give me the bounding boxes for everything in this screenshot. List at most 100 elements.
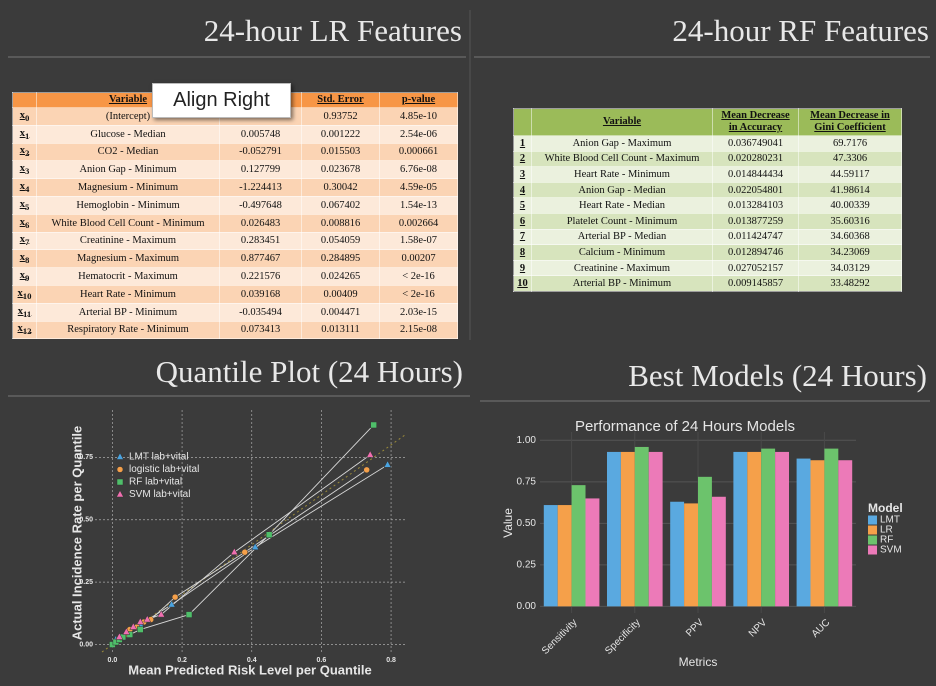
y-tick-label: 0.25: [517, 559, 537, 570]
std-error-cell: 0.015503: [301, 142, 380, 162]
x-axis-label: Metrics: [679, 655, 718, 669]
variable-cell: Respiratory Rate - Minimum: [36, 320, 220, 340]
p-value-cell: 4.59e-05: [379, 178, 458, 197]
bar: [810, 460, 825, 607]
point: [136, 617, 145, 625]
subscript: 9: [24, 273, 30, 284]
p-value-cell: 0.00207: [379, 249, 458, 269]
point: [143, 615, 152, 623]
symbol: x: [17, 287, 23, 299]
point: [129, 622, 138, 630]
bar: [571, 485, 586, 607]
chart-title: Performance of 24 Hours Models: [575, 418, 795, 435]
bar: [711, 496, 726, 607]
p-value-cell: 1.54e-13: [379, 195, 458, 215]
row-label: x7: [12, 231, 37, 251]
row-label: x1: [12, 124, 37, 144]
variable-cell: Arterial BP - Minimum: [531, 275, 713, 292]
y-tick-label: 0.00: [79, 641, 93, 648]
legend-swatch: [868, 545, 877, 555]
point: [366, 450, 375, 458]
symbol: x: [19, 234, 25, 246]
row-rank: 7: [513, 228, 532, 246]
accuracy-cell: 0.036749041: [712, 135, 799, 152]
bar: [733, 451, 748, 607]
table-row: 10 Arterial BP - Minimum 0.009145857 33.482…: [513, 275, 902, 292]
table-row: 6 Platelet Count - Minimum 0.013877259 35.6…: [513, 212, 902, 230]
x-tick-label: 0.8: [386, 657, 396, 664]
subscript: 12: [22, 326, 32, 337]
estimate-cell: 0.073413: [219, 320, 302, 340]
x-tick-label: 0.6: [317, 657, 327, 664]
estimate-cell: -0.052791: [219, 142, 302, 162]
row-rank: 3: [513, 166, 532, 183]
bar: [670, 501, 685, 607]
table-row: x2 CO2 - Median -0.052791 0.015503 0.000661: [12, 142, 458, 162]
point: [171, 593, 179, 601]
subscript: 3: [24, 166, 30, 177]
variable-cell: Platelet Count - Minimum: [531, 212, 713, 230]
y-axis-label: Value: [501, 508, 515, 538]
legend-swatch: [868, 525, 877, 535]
subscript: 2: [24, 148, 30, 159]
row-rank: 2: [513, 150, 532, 168]
x-tick-label: Sensitivity: [540, 617, 580, 657]
p-value-cell: 1.58e-07: [379, 231, 458, 251]
symbol: x: [17, 323, 23, 335]
table-row: x5 Hemoglobin - Minimum -0.497648 0.067402 1…: [12, 195, 458, 215]
accuracy-cell: 0.020280231: [712, 150, 799, 168]
subscript: 10: [22, 290, 32, 301]
table-row: 1 Anion Gap - Maximum 0.036749041 69.7176: [513, 135, 902, 152]
header-cell: Std. Error: [301, 92, 380, 108]
row-label: x4: [12, 178, 37, 197]
table-row: x7 Creatinine - Maximum 0.283451 0.054059 1.…: [12, 231, 458, 251]
subscript: 6: [24, 219, 30, 230]
p-value-cell: 2.15e-08: [379, 320, 458, 340]
variable-cell: White Blood Cell Count - Minimum: [36, 213, 220, 233]
std-error-cell: 0.00409: [301, 284, 380, 304]
p-value-cell: 4.85e-10: [379, 107, 458, 126]
header-cell: p-value: [379, 92, 458, 108]
accuracy-cell: 0.013284103: [712, 197, 799, 214]
variable-cell: Creatinine - Maximum: [531, 259, 713, 277]
y-tick-label: 0.50: [79, 517, 93, 524]
header-cell: Variable: [531, 108, 713, 136]
row-rank: 1: [513, 135, 532, 152]
estimate-cell: 0.039168: [219, 284, 302, 304]
symbol: x: [19, 216, 25, 228]
subscript: 8: [24, 255, 30, 266]
x-tick-label: 0.0: [108, 657, 118, 664]
std-error-cell: 0.004471: [301, 302, 380, 322]
row-rank: 4: [513, 181, 532, 199]
legend-swatch: [868, 535, 877, 545]
row-label: x12: [12, 320, 37, 340]
x-tick-label: AUC: [810, 617, 833, 640]
std-error-cell: 0.284895: [301, 249, 380, 269]
gini-cell: 34.03129: [798, 259, 902, 277]
table-row: x4 Magnesium - Minimum -1.224413 0.30042 4.5…: [12, 178, 458, 197]
std-error-cell: 0.001222: [301, 124, 380, 144]
reference-line: [101, 434, 406, 653]
table-row: 3 Heart Rate - Minimum 0.014844434 44.59117: [513, 166, 902, 183]
symbol: x: [19, 198, 25, 210]
variable-cell: Arterial BP - Minimum: [36, 302, 220, 322]
row-label: x5: [12, 195, 37, 215]
accuracy-cell: 0.027052157: [712, 259, 799, 277]
y-tick-label: 0.25: [79, 579, 93, 586]
header-cell: [12, 92, 37, 108]
table-row: x12 Respiratory Rate - Minimum 0.073413 0.0…: [12, 320, 458, 340]
legend-title: Model: [868, 501, 903, 515]
symbol: x: [19, 109, 25, 121]
row-rank: 10: [513, 275, 532, 292]
row-label: x6: [12, 213, 37, 233]
legend-swatch: [868, 515, 877, 525]
table-row: 2 White Blood Cell Count - Maximum 0.02028…: [513, 150, 902, 168]
gini-cell: 34.23069: [798, 244, 902, 261]
std-error-cell: 0.023678: [301, 160, 380, 180]
variable-cell: Arterial BP - Median: [531, 228, 713, 246]
p-value-cell: < 2e-16: [379, 267, 458, 286]
y-tick-label: 0.50: [517, 518, 537, 529]
legend-label: LMT: [880, 515, 900, 526]
p-value-cell: 2.03e-15: [379, 302, 458, 322]
variable-cell: CO2 - Median: [36, 142, 220, 162]
